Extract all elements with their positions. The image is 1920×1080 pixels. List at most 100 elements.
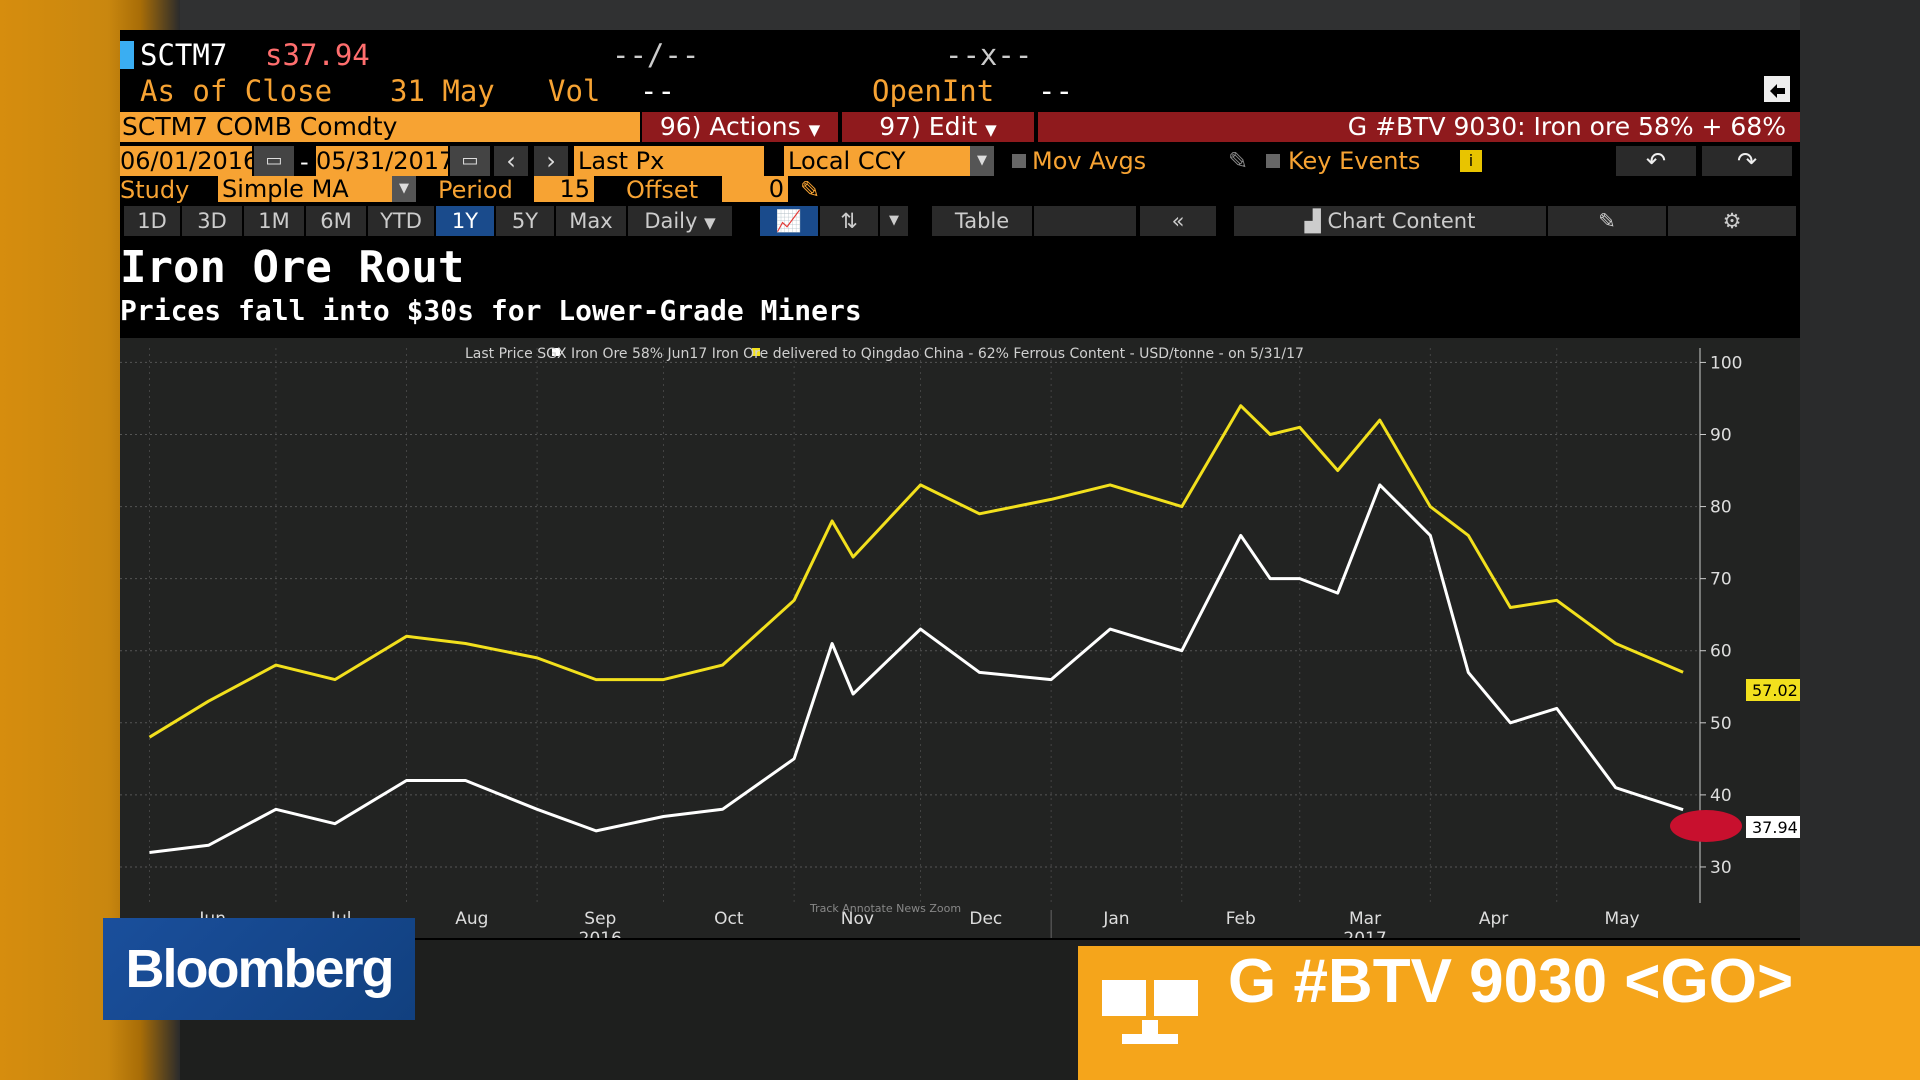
settings-gear-icon[interactable]: ⚙ (1668, 206, 1796, 236)
edit-caret-icon: ▼ (985, 121, 997, 139)
actions-menu[interactable]: 96) Actions ▼ (642, 112, 838, 142)
y-tick-label: 50 (1710, 714, 1732, 734)
study-pencil-icon[interactable]: ✎ (800, 176, 821, 204)
as-of-date: 31 May (390, 74, 495, 108)
vol-value: -- (640, 74, 675, 108)
terminal-icon (1102, 980, 1198, 1044)
line-chart-icon[interactable]: 📈 (760, 206, 818, 236)
range-tab-5y[interactable]: 5Y (496, 206, 554, 236)
x-tick-label: Feb (1226, 909, 1256, 929)
range-tab-6m[interactable]: 6M (306, 206, 366, 236)
period-label: Period (438, 176, 513, 204)
y-tick-label: 100 (1710, 353, 1742, 373)
legend-swatch-58 (552, 348, 560, 356)
range-tab-1d[interactable]: 1D (124, 206, 180, 236)
range-tab-max[interactable]: Max (556, 206, 626, 236)
mov-avgs-label: Mov Avgs (1032, 147, 1147, 175)
cross-value: --x-- (945, 38, 1033, 72)
range-tab-1y[interactable]: 1Y (436, 206, 494, 236)
edit-chart-icon[interactable]: ✎ (1548, 206, 1666, 236)
range-tab-3d[interactable]: 3D (182, 206, 242, 236)
info-icon[interactable]: i (1460, 150, 1482, 172)
study-label: Study (120, 176, 190, 204)
x-tick-label: Sep (584, 909, 616, 929)
date-row: 06/01/2016 ▭ - 05/31/2017 ▭ ‹ › Last Px … (120, 146, 1800, 176)
y-tick-label: 30 (1710, 858, 1732, 878)
bloomberg-logo: Bloomberg (103, 918, 415, 1020)
study-row: Study Simple MA ▼ Period 15 Offset 0 ✎ (120, 176, 1800, 204)
offset-input[interactable]: 0 (722, 176, 788, 202)
key-events-checkbox[interactable] (1266, 154, 1280, 168)
study-caret-icon[interactable]: ▼ (392, 176, 416, 202)
chart-subtitle: Prices fall into $30s for Lower-Grade Mi… (120, 294, 862, 327)
field-selector[interactable]: Last Px (574, 146, 764, 176)
vol-label: Vol (548, 74, 601, 108)
undo-icon[interactable]: ↶ (1616, 146, 1696, 176)
function-title-text: G #BTV 9030: Iron ore 58% + 68% (1347, 112, 1786, 141)
last-value-label-62: 57.02 (1752, 681, 1798, 700)
chart-title: Iron Ore Rout (120, 242, 465, 293)
frequency-label: Daily (644, 209, 698, 233)
table-button[interactable]: Table (932, 206, 1032, 236)
edit-menu[interactable]: 97) Edit ▼ (842, 112, 1034, 142)
pencil-icon[interactable]: ✎ (1228, 147, 1249, 175)
end-calendar-icon[interactable]: ▭ (450, 146, 490, 176)
studio-backdrop-top (180, 0, 1800, 30)
bar-chart-icon[interactable]: ⇅ (820, 206, 878, 236)
last-price-highlight (1670, 810, 1742, 842)
chart-content-icon: ▟ (1304, 209, 1328, 233)
redo-icon[interactable]: ↷ (1702, 146, 1792, 176)
currency-selector[interactable]: Local CCY (784, 146, 972, 176)
key-events-label: Key Events (1288, 147, 1421, 175)
last-value-tag-62 (1746, 679, 1800, 701)
start-calendar-icon[interactable]: ▭ (254, 146, 294, 176)
x-tick-label: Jan (1102, 909, 1129, 929)
close-row: As of Close 31 May Vol -- OpenInt -- (120, 74, 1800, 108)
studio-backdrop-right (1800, 0, 1920, 1080)
security-row: SCTM7 COMB Comdty 96) Actions ▼ 97) Edit… (120, 112, 1800, 142)
collapse-icon[interactable]: « (1140, 206, 1216, 236)
security-field[interactable]: SCTM7 COMB Comdty (120, 112, 640, 142)
y-tick-label: 40 (1710, 786, 1732, 806)
frequency-caret-icon: ▼ (704, 214, 716, 232)
chart-bottom-controls[interactable]: Track Annotate News Zoom (809, 902, 961, 915)
next-period-icon[interactable]: › (534, 146, 568, 176)
terminal-screen: SCTM7 s37.94 --/-- --x-- As of Close 31 … (120, 30, 1800, 949)
openint-label: OpenInt (872, 74, 995, 108)
chart-content-label: Chart Content (1327, 209, 1476, 233)
frequency-selector[interactable]: Daily ▼ (628, 206, 732, 236)
ticker: SCTM7 (140, 38, 228, 72)
chart-type-caret-icon[interactable]: ▼ (880, 206, 908, 236)
last-value-tag-58 (1746, 816, 1800, 838)
edit-label: 97) Edit (879, 112, 978, 141)
mov-avgs-checkbox[interactable] (1012, 154, 1026, 168)
date-dash: - (300, 148, 309, 176)
period-input[interactable]: 15 (534, 176, 594, 202)
x-tick-label: Nov (841, 909, 874, 929)
y-tick-label: 70 (1710, 570, 1732, 590)
export-icon[interactable] (1764, 76, 1790, 102)
as-of-label: As of Close (140, 74, 333, 108)
study-selector[interactable]: Simple MA (218, 176, 392, 202)
bid-ask: --/-- (612, 38, 700, 72)
chart-content-button[interactable]: ▟ Chart Content (1234, 206, 1546, 236)
actions-label: 96) Actions (659, 112, 801, 141)
function-title: G #BTV 9030: Iron ore 58% + 68% (1038, 112, 1800, 142)
toolbar-spacer (1034, 206, 1136, 236)
legend-swatch-62 (752, 348, 760, 356)
currency-caret-icon[interactable]: ▼ (970, 146, 994, 176)
x-tick-label: Dec (969, 909, 1002, 929)
y-tick-label: 80 (1710, 498, 1732, 518)
last-price: s37.94 (265, 38, 370, 72)
range-tab-1m[interactable]: 1M (244, 206, 304, 236)
go-banner: G #BTV 9030 <GO> (1078, 946, 1920, 1080)
prev-period-icon[interactable]: ‹ (494, 146, 528, 176)
x-tick-label: Aug (455, 909, 488, 929)
start-date-input[interactable]: 06/01/2016 (120, 146, 252, 176)
go-banner-text: G #BTV 9030 <GO> (1228, 947, 1794, 1016)
range-tab-ytd[interactable]: YTD (368, 206, 434, 236)
end-date-input[interactable]: 05/31/2017 (316, 146, 448, 176)
x-tick-label: Oct (714, 909, 744, 929)
